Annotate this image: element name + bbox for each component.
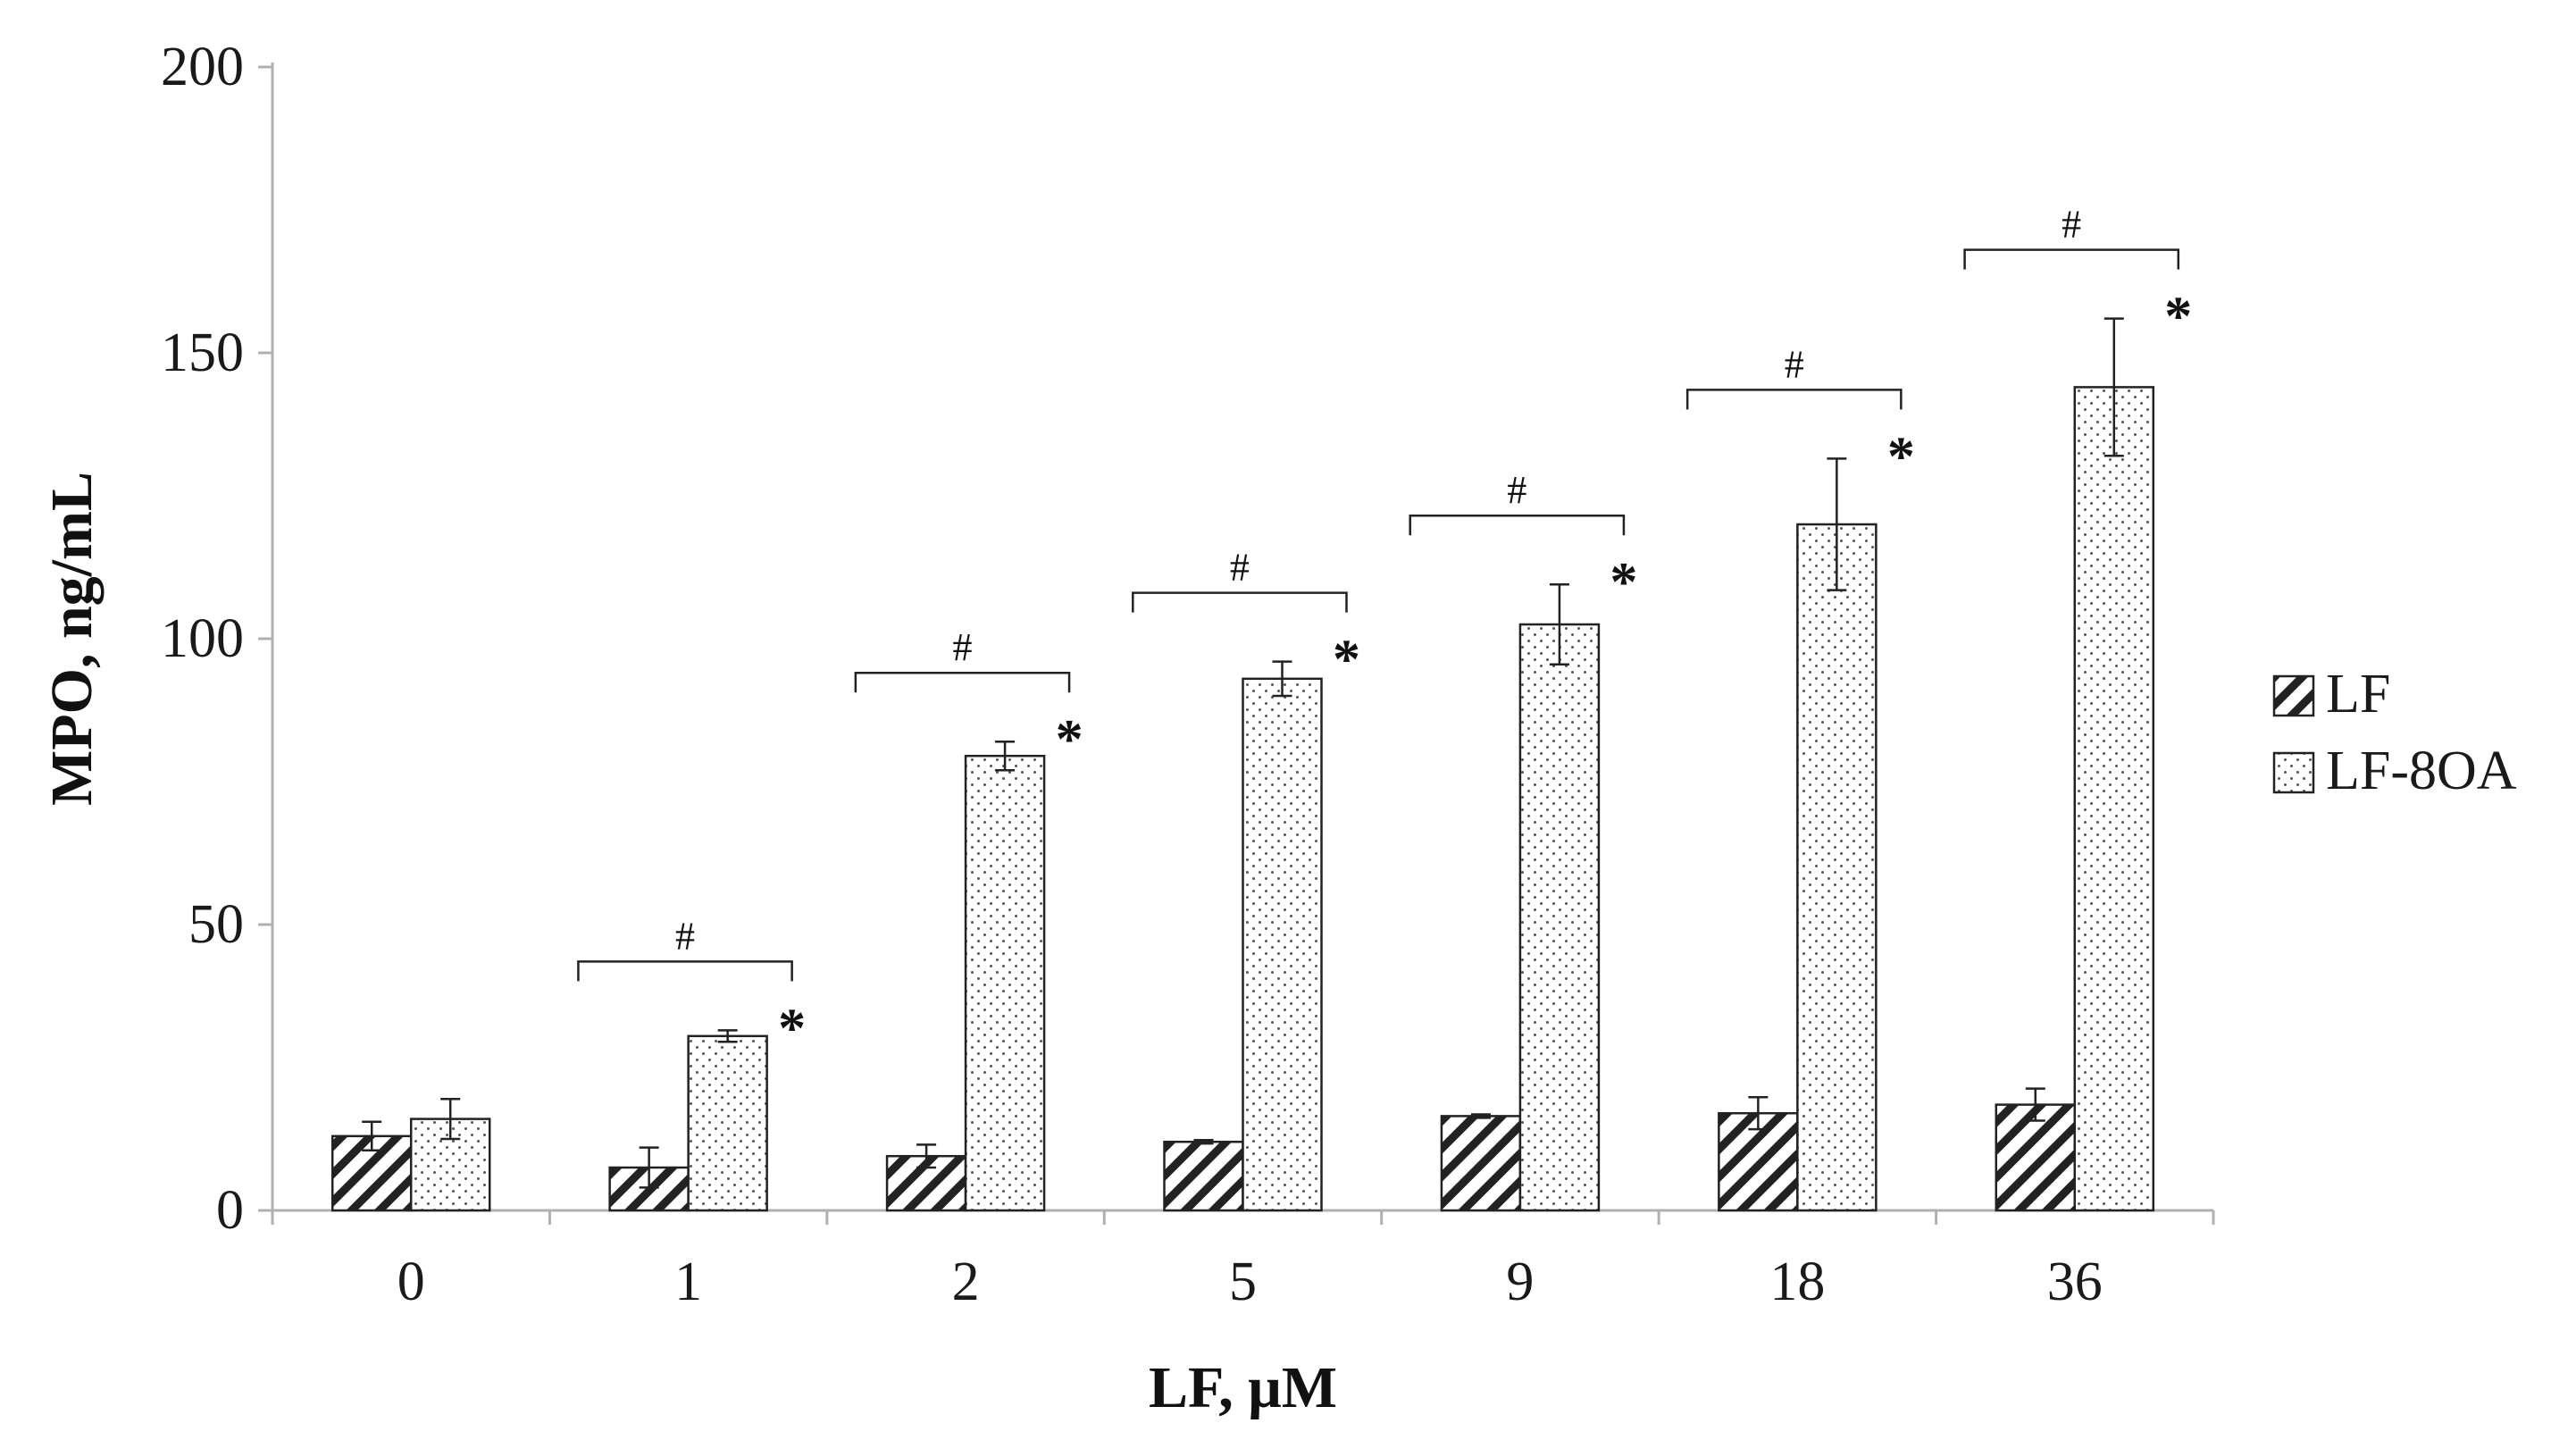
comparison-bracket (1132, 591, 1348, 613)
legend-label-lf: LF (2326, 664, 2390, 724)
y-tick-label: 50 (188, 894, 244, 955)
significance-hash: # (1507, 468, 1526, 512)
bar-lf-8oa-36 (2073, 386, 2155, 1212)
significance-hash: # (2062, 203, 2081, 247)
x-tick-label: 36 (2047, 1252, 2103, 1312)
x-tick-label: 18 (1769, 1252, 1825, 1312)
legend: LF LF-8OA (2272, 664, 2517, 801)
y-tick-label: 200 (161, 37, 244, 97)
comparison-bracket (577, 960, 793, 982)
bar-lf-5 (1163, 1140, 1244, 1212)
legend-label-lf-8oa: LF-8OA (2326, 741, 2517, 801)
significance-hash: # (1230, 546, 1250, 590)
bar-lf-8oa-1 (687, 1034, 768, 1212)
comparison-bracket (1963, 248, 2180, 270)
y-tick-label: 100 (161, 608, 244, 669)
bar-lf-8oa-5 (1242, 677, 1323, 1212)
significance-star: * (2164, 287, 2192, 347)
significance-star: * (1333, 630, 1360, 691)
x-tick-label: 2 (952, 1252, 980, 1312)
comparison-bracket (1685, 389, 1903, 410)
significance-hash: # (952, 625, 972, 669)
bar-lf-8oa-9 (1518, 623, 1601, 1212)
significance-hash: # (1785, 342, 1804, 386)
bar-lf-8oa-2 (964, 754, 1046, 1212)
legend-swatch-lf (2272, 674, 2315, 717)
significance-hash: # (675, 914, 695, 958)
x-axis-title: LF, μM (1149, 1355, 1337, 1420)
comparison-bracket (854, 671, 1071, 693)
y-tick-label: 0 (216, 1180, 244, 1241)
x-tick-label: 0 (397, 1252, 425, 1312)
significance-star: * (1610, 552, 1637, 613)
significance-star: * (1887, 426, 1915, 487)
x-tick-label: 5 (1229, 1252, 1257, 1312)
significance-star: * (778, 998, 806, 1059)
y-tick-label: 150 (161, 322, 244, 383)
legend-swatch-lf-8oa (2272, 751, 2315, 794)
significance-star: * (1056, 709, 1083, 770)
comparison-bracket (1409, 514, 1626, 536)
y-axis-title: MPO, ng/mL (39, 472, 105, 806)
x-tick-label: 9 (1506, 1252, 1534, 1312)
bar-lf-8oa-18 (1796, 523, 1878, 1212)
bar-lf-9 (1440, 1115, 1522, 1212)
plot-area: 0 50 100 150 200 0 1 * #2 * #5 * #9 * #18 * #36 * # LF, μM M… (39, 37, 2215, 1420)
x-tick-label: 1 (674, 1252, 702, 1312)
bar-lf-36 (1995, 1103, 2077, 1212)
